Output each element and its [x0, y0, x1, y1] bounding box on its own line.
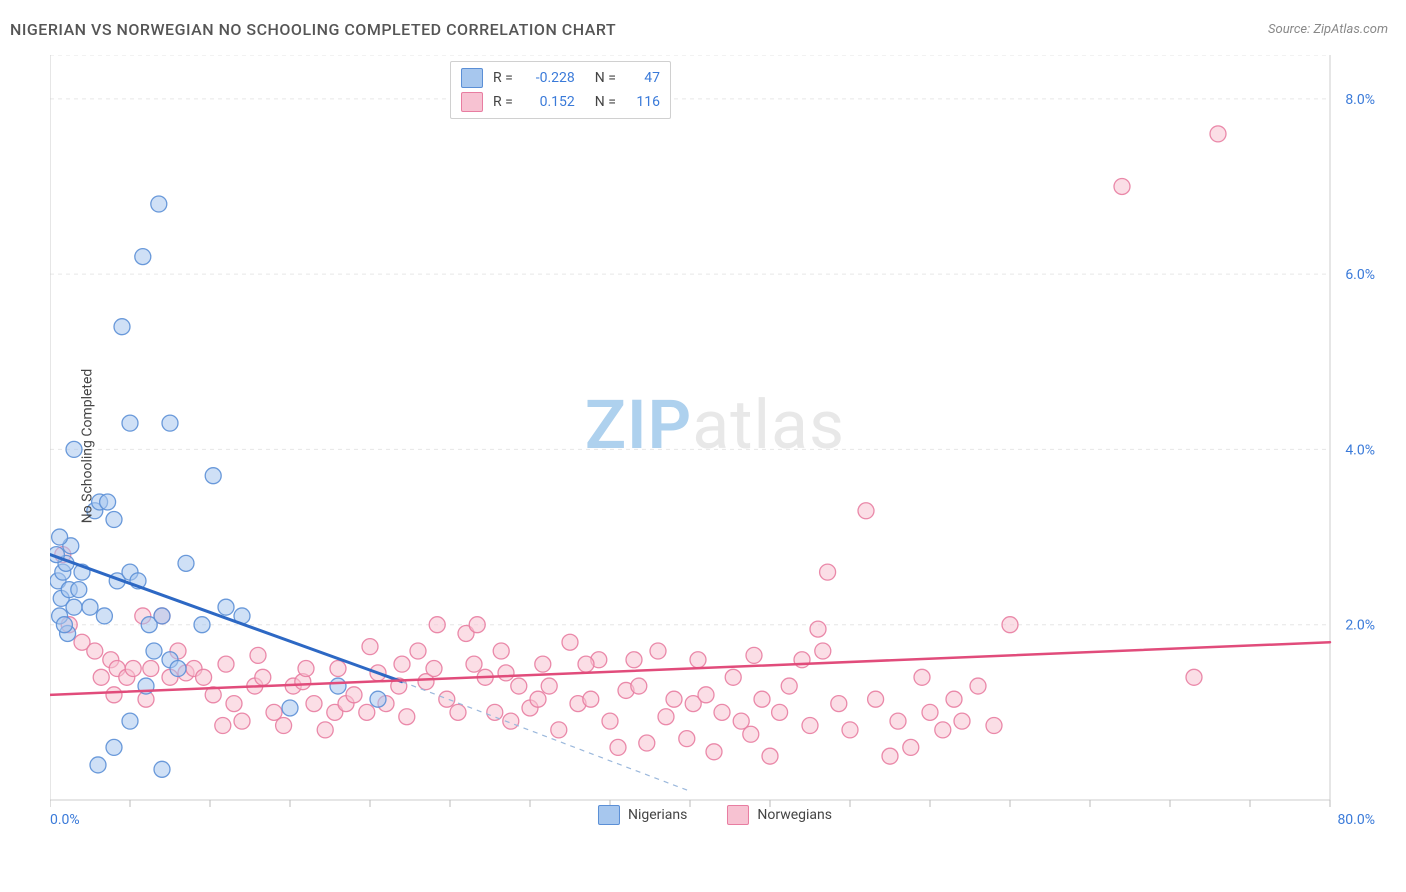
legend-series-item: Nigerians — [598, 805, 687, 825]
svg-text:80.0%: 80.0% — [1337, 812, 1375, 825]
legend-swatch — [598, 805, 620, 825]
svg-text:0.0%: 0.0% — [50, 812, 80, 825]
legend-n-value: 47 — [626, 70, 660, 86]
legend-stats-row: R = 0.152 N = 116 — [461, 90, 660, 114]
legend-r-value: 0.152 — [523, 94, 575, 110]
legend-series-label: Norwegians — [757, 807, 832, 823]
legend-stats-row: R = -0.228 N = 47 — [461, 66, 660, 90]
legend-r-label: R = — [493, 70, 513, 86]
source-attribution: Source: ZipAtlas.com — [1268, 22, 1388, 37]
legend-series-item: Norwegians — [727, 805, 832, 825]
legend-swatch — [461, 68, 483, 88]
legend-r-label: R = — [493, 94, 513, 110]
svg-text:8.0%: 8.0% — [1345, 92, 1375, 108]
legend-swatch — [727, 805, 749, 825]
legend-series-label: Nigerians — [628, 807, 687, 823]
svg-text:4.0%: 4.0% — [1345, 442, 1375, 458]
legend-stats: R = -0.228 N = 47 R = 0.152 N = 116 — [450, 61, 671, 119]
legend-swatch — [461, 92, 483, 112]
svg-text:6.0%: 6.0% — [1345, 267, 1375, 283]
legend-n-label: N = — [595, 70, 616, 86]
svg-text:2.0%: 2.0% — [1345, 618, 1375, 634]
chart-container: NIGERIAN VS NORWEGIAN NO SCHOOLING COMPL… — [0, 0, 1406, 892]
plot-area: ZIPatlas 2.0%4.0%6.0%8.0%0.0%80.0% R =-0… — [50, 55, 1380, 825]
legend-n-label: N = — [595, 94, 616, 110]
scatter-plot-svg: 2.0% 4.0% 6.0% 8.0% 0.0% 80.0% — [50, 55, 1380, 825]
legend-n-value: 116 — [626, 94, 660, 110]
source-value: ZipAtlas.com — [1313, 22, 1388, 37]
y-axis-label: No Schooling Completed — [79, 369, 95, 524]
chart-title: NIGERIAN VS NORWEGIAN NO SCHOOLING COMPL… — [10, 20, 616, 39]
legend-r-value: -0.228 — [523, 70, 575, 86]
source-label: Source: — [1268, 22, 1310, 37]
legend-series: Nigerians Norwegians — [598, 805, 832, 825]
